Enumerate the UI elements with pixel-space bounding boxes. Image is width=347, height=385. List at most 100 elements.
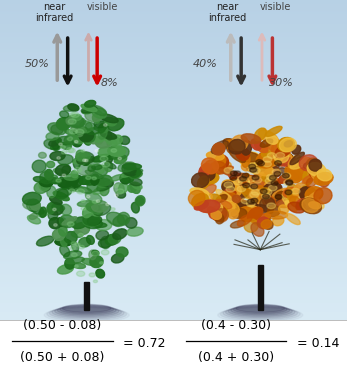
Ellipse shape <box>229 149 245 162</box>
Ellipse shape <box>105 152 123 159</box>
Ellipse shape <box>121 174 134 183</box>
Ellipse shape <box>95 136 112 148</box>
Ellipse shape <box>89 250 96 259</box>
Ellipse shape <box>318 174 330 187</box>
Ellipse shape <box>55 306 119 317</box>
Ellipse shape <box>51 125 63 134</box>
Ellipse shape <box>214 209 228 222</box>
Ellipse shape <box>56 164 70 176</box>
Ellipse shape <box>90 223 107 228</box>
Ellipse shape <box>85 122 95 131</box>
Ellipse shape <box>23 199 40 210</box>
Ellipse shape <box>263 195 277 209</box>
Ellipse shape <box>262 193 270 199</box>
Ellipse shape <box>288 155 300 168</box>
Ellipse shape <box>287 184 299 199</box>
Ellipse shape <box>83 157 94 163</box>
Ellipse shape <box>306 178 316 187</box>
Ellipse shape <box>114 183 124 194</box>
Ellipse shape <box>73 158 90 164</box>
Ellipse shape <box>71 112 79 117</box>
Ellipse shape <box>238 202 258 208</box>
Ellipse shape <box>91 202 102 214</box>
Ellipse shape <box>94 121 109 131</box>
Ellipse shape <box>47 203 55 214</box>
Ellipse shape <box>211 211 221 219</box>
Ellipse shape <box>114 155 127 164</box>
Ellipse shape <box>129 178 142 186</box>
Ellipse shape <box>85 137 94 144</box>
Ellipse shape <box>127 168 143 173</box>
Ellipse shape <box>83 214 100 226</box>
Ellipse shape <box>226 306 295 318</box>
Ellipse shape <box>285 195 295 205</box>
Ellipse shape <box>273 216 284 226</box>
Ellipse shape <box>92 200 98 203</box>
Ellipse shape <box>230 221 245 228</box>
Ellipse shape <box>199 164 211 177</box>
Ellipse shape <box>73 114 82 121</box>
Ellipse shape <box>228 172 242 180</box>
Ellipse shape <box>92 154 110 162</box>
Ellipse shape <box>57 218 64 226</box>
Ellipse shape <box>232 175 249 191</box>
Ellipse shape <box>225 193 237 203</box>
Ellipse shape <box>260 189 281 204</box>
Ellipse shape <box>303 169 313 185</box>
Ellipse shape <box>39 210 50 217</box>
Ellipse shape <box>98 166 104 173</box>
Ellipse shape <box>74 135 84 144</box>
Ellipse shape <box>30 199 40 210</box>
Ellipse shape <box>66 257 84 264</box>
Ellipse shape <box>245 206 261 219</box>
Ellipse shape <box>251 223 264 236</box>
Ellipse shape <box>260 139 273 147</box>
Ellipse shape <box>188 190 205 206</box>
Ellipse shape <box>91 105 107 116</box>
Ellipse shape <box>52 306 121 318</box>
Ellipse shape <box>303 162 313 169</box>
Ellipse shape <box>284 141 293 147</box>
Ellipse shape <box>107 139 117 148</box>
Ellipse shape <box>97 175 112 186</box>
Ellipse shape <box>251 159 270 169</box>
Ellipse shape <box>241 186 259 202</box>
Ellipse shape <box>70 174 79 185</box>
Ellipse shape <box>226 186 235 192</box>
Ellipse shape <box>229 139 245 154</box>
Ellipse shape <box>47 203 63 215</box>
Ellipse shape <box>215 214 224 224</box>
Ellipse shape <box>71 217 88 229</box>
Ellipse shape <box>267 203 276 209</box>
Ellipse shape <box>75 265 78 268</box>
Ellipse shape <box>101 250 109 255</box>
Ellipse shape <box>79 238 91 247</box>
Ellipse shape <box>137 197 144 204</box>
Ellipse shape <box>64 231 77 244</box>
Ellipse shape <box>278 137 294 151</box>
Ellipse shape <box>234 171 241 176</box>
Ellipse shape <box>238 207 255 221</box>
Text: (0.50 + 0.08): (0.50 + 0.08) <box>20 351 105 364</box>
Ellipse shape <box>90 256 103 268</box>
Ellipse shape <box>213 205 223 213</box>
Ellipse shape <box>302 199 319 213</box>
Ellipse shape <box>235 182 252 193</box>
Ellipse shape <box>51 142 62 149</box>
Ellipse shape <box>274 161 281 166</box>
Ellipse shape <box>260 174 280 189</box>
Ellipse shape <box>79 245 85 249</box>
Ellipse shape <box>92 108 107 118</box>
Ellipse shape <box>256 159 263 164</box>
Ellipse shape <box>268 176 278 185</box>
Ellipse shape <box>96 230 109 240</box>
Ellipse shape <box>79 121 92 133</box>
Ellipse shape <box>122 164 142 169</box>
Ellipse shape <box>92 209 103 216</box>
Ellipse shape <box>275 143 293 158</box>
Ellipse shape <box>66 116 74 124</box>
Ellipse shape <box>266 174 275 180</box>
Ellipse shape <box>237 205 247 219</box>
Ellipse shape <box>53 208 56 211</box>
Ellipse shape <box>244 219 258 232</box>
